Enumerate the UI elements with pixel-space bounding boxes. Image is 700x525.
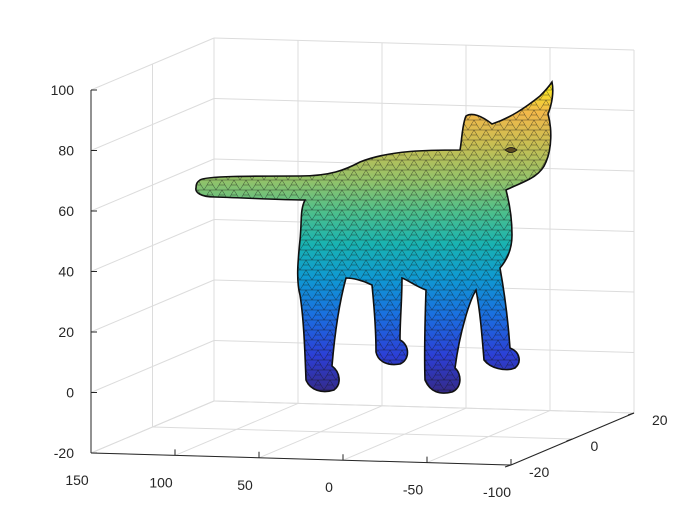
z-tick-label: 0 bbox=[66, 385, 74, 401]
y-tick-mark bbox=[566, 438, 573, 442]
y-tick-mark bbox=[504, 464, 512, 468]
grid-line-y-floor bbox=[213, 400, 635, 414]
grid-line-y-floor bbox=[152, 426, 573, 440]
y-tick-mark bbox=[627, 412, 635, 416]
z-tick-label: 20 bbox=[58, 324, 74, 340]
z-tick-label: 40 bbox=[58, 264, 74, 280]
x-tick-label: 50 bbox=[237, 477, 253, 493]
z-tick-label: 80 bbox=[58, 143, 74, 159]
x-tick-label: -50 bbox=[403, 482, 423, 498]
y-tick-label: 20 bbox=[652, 412, 668, 428]
grid-line-z-side bbox=[90, 340, 215, 393]
grid-line-z-back bbox=[213, 98, 635, 111]
z-tick-label: 100 bbox=[51, 82, 75, 98]
x-tick-label: 0 bbox=[325, 479, 333, 495]
y-tick-label: -20 bbox=[529, 464, 549, 480]
cat-surface-mesh bbox=[195, 79, 554, 394]
z-tick-label: -20 bbox=[54, 445, 74, 461]
grid-line-z-side bbox=[90, 37, 215, 91]
z-tick-label: 60 bbox=[58, 203, 74, 219]
cat-eye bbox=[504, 147, 518, 153]
cat-wireframe bbox=[195, 82, 553, 394]
grid-line-z-side bbox=[90, 219, 215, 272]
grid-line-z-side bbox=[90, 158, 215, 212]
grid-line-z-side bbox=[90, 279, 215, 333]
grid-line-z-side bbox=[90, 98, 215, 151]
x-tick-label: 150 bbox=[65, 472, 89, 488]
x-tick-label: 100 bbox=[149, 474, 173, 490]
x-axis-line bbox=[90, 452, 512, 466]
x-tick-label: -100 bbox=[483, 484, 511, 500]
axes bbox=[90, 89, 635, 468]
y-tick-label: 0 bbox=[591, 438, 599, 454]
tick-labels: 150 100 50 0 -50 -100 -20 0 20 -20 0 20 40 60 80 100 bbox=[51, 82, 668, 500]
grid-line-z-back bbox=[213, 37, 635, 51]
